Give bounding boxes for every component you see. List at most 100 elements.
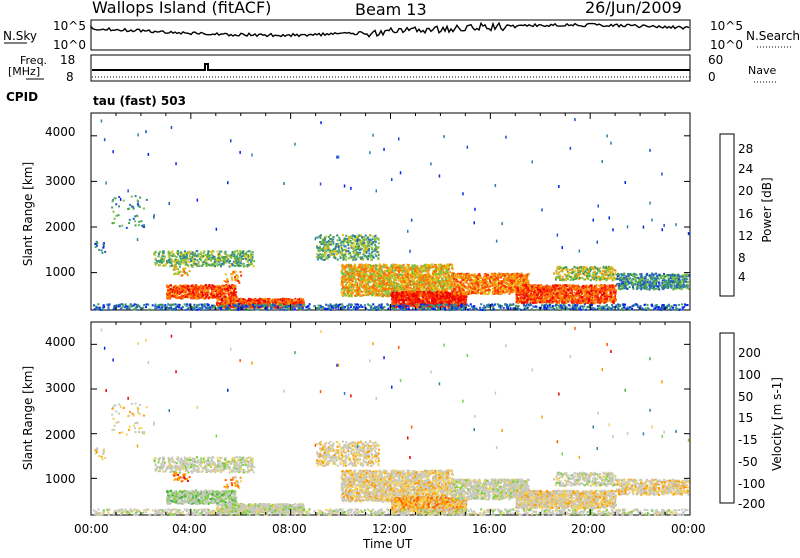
power-echo	[204, 290, 206, 292]
velocity-echo	[174, 472, 176, 474]
power-echo	[170, 288, 172, 290]
power-echo	[205, 296, 207, 298]
velocity-echo	[344, 444, 346, 446]
power-echo	[248, 264, 250, 266]
velocity-echo	[354, 445, 356, 447]
velocity-echo	[375, 461, 377, 463]
velocity-echo	[175, 469, 177, 471]
power-echo	[244, 300, 246, 302]
power-echo	[168, 251, 170, 253]
power-echo	[332, 239, 334, 241]
velocity-echo	[316, 443, 318, 445]
power-echo	[359, 242, 361, 244]
velocity-echo	[316, 462, 318, 464]
velocity-echo	[214, 465, 216, 467]
velocity-echo	[119, 432, 121, 434]
power-echo	[216, 263, 218, 265]
power-echo	[237, 252, 239, 254]
velocity-echo	[197, 497, 199, 499]
velocity-echo	[355, 464, 357, 466]
velocity-echo	[248, 470, 250, 472]
velocity-echo	[191, 501, 193, 503]
power-echo	[180, 263, 182, 265]
velocity-echo	[176, 462, 178, 464]
power-echo	[129, 219, 131, 221]
velocity-echo	[183, 461, 185, 463]
velocity-echo	[348, 459, 350, 461]
velocity-echo	[330, 448, 332, 450]
velocity-echo	[217, 504, 219, 506]
power-echo	[365, 248, 367, 250]
power-echo	[362, 245, 364, 247]
power-echo	[228, 255, 230, 257]
power-echo	[360, 248, 362, 250]
velocity-echo	[318, 453, 320, 455]
power-echo	[324, 246, 326, 248]
velocity-echo	[374, 442, 376, 444]
velocity-echo	[359, 445, 361, 447]
power-echo	[116, 215, 118, 217]
velocity-echo	[346, 448, 348, 450]
velocity-echo	[252, 506, 254, 508]
velocity-echo	[191, 462, 193, 464]
velocity-echo	[174, 461, 176, 463]
power-echo	[191, 285, 193, 287]
velocity-echo	[129, 411, 131, 413]
power-echo	[187, 259, 189, 261]
velocity-echo	[351, 464, 353, 466]
power-echo	[219, 296, 221, 298]
power-echo	[239, 259, 241, 261]
velocity-echo	[234, 468, 236, 470]
velocity-echo	[375, 455, 377, 457]
velocity-echo	[171, 465, 173, 467]
velocity-echo	[289, 505, 291, 507]
velocity-echo	[367, 464, 369, 466]
velocity-echo	[324, 465, 326, 467]
velocity-echo	[204, 494, 206, 496]
power-echo	[134, 220, 136, 222]
power-echo	[221, 289, 223, 291]
power-echo	[190, 264, 192, 266]
velocity-echo	[155, 469, 157, 471]
velocity-echo	[113, 429, 115, 431]
power-echo	[118, 205, 120, 207]
power-echo	[371, 259, 373, 261]
power-echo	[225, 286, 227, 288]
power-echo	[185, 288, 187, 290]
power-echo	[243, 266, 245, 268]
power-echo	[375, 249, 377, 251]
power-echo	[170, 284, 172, 286]
velocity-echo	[154, 460, 156, 462]
power-echo	[353, 250, 355, 252]
velocity-echo	[138, 431, 140, 433]
power-echo	[351, 258, 353, 260]
power-echo	[212, 264, 214, 266]
power-echo	[263, 300, 265, 302]
power-echo	[353, 246, 355, 248]
power-echo	[289, 299, 291, 301]
power-echo	[164, 256, 166, 258]
power-echo	[238, 257, 240, 259]
power-echo	[143, 208, 145, 210]
velocity-echo	[293, 504, 295, 506]
power-echo	[235, 291, 237, 293]
velocity-echo	[345, 457, 347, 459]
power-echo	[201, 290, 203, 292]
velocity-echo	[332, 443, 334, 445]
power-echo	[363, 242, 365, 244]
power-echo	[371, 238, 373, 240]
power-echo	[126, 227, 128, 229]
velocity-echo	[362, 451, 364, 453]
velocity-echo	[184, 490, 186, 492]
velocity-echo	[355, 455, 357, 457]
power-echo	[192, 254, 194, 256]
velocity-echo	[333, 450, 335, 452]
velocity-echo	[365, 445, 367, 447]
power-echo	[182, 262, 184, 264]
velocity-echo	[168, 457, 170, 459]
power-echo	[231, 278, 233, 280]
velocity-echo	[252, 504, 254, 506]
power-echo	[183, 254, 185, 256]
velocity-echo	[332, 448, 334, 450]
velocity-echo	[155, 463, 157, 465]
